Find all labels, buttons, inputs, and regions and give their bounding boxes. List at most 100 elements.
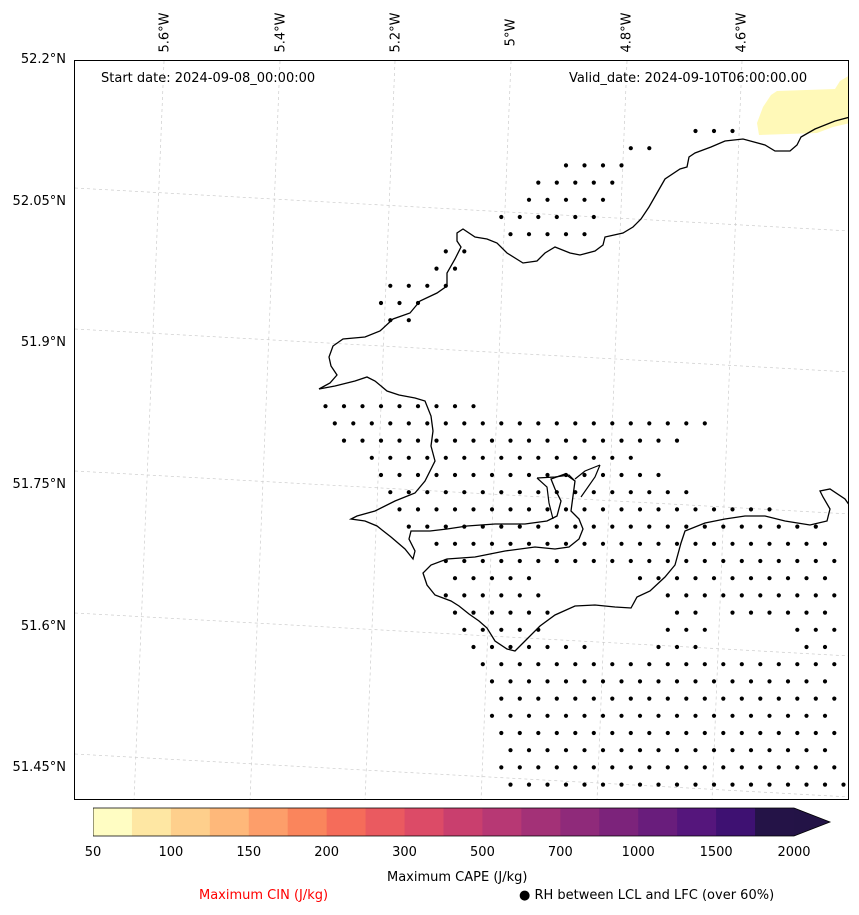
rh-dot xyxy=(591,455,596,460)
rh-dot xyxy=(536,524,541,529)
rh-dot xyxy=(647,696,652,701)
rh-dot xyxy=(619,782,624,787)
coastline xyxy=(318,116,848,652)
colorbar-segment xyxy=(677,808,717,836)
rh-dot xyxy=(545,472,550,478)
rh-dot xyxy=(499,490,504,495)
rh-dot xyxy=(684,765,689,770)
rh-dot xyxy=(776,765,781,770)
rh-dot xyxy=(637,507,643,512)
rh-dot xyxy=(600,541,606,546)
rh-dot xyxy=(536,593,541,598)
valid-date-label: Valid_date: 2024-09-10T06:00:00.00 xyxy=(569,71,808,86)
rh-dot xyxy=(656,782,661,787)
rh-dot xyxy=(462,593,467,598)
rh-dot xyxy=(600,748,606,753)
meridian-line xyxy=(249,61,281,799)
rh-dot xyxy=(591,524,596,529)
rh-dot xyxy=(499,421,504,426)
rh-dot xyxy=(517,730,522,736)
rh-dot xyxy=(536,730,541,736)
rh-dot xyxy=(554,696,559,701)
rh-dot xyxy=(610,765,615,770)
rh-dot xyxy=(702,558,707,564)
rh-dot xyxy=(674,748,680,753)
rh-dot xyxy=(499,730,504,736)
rh-dot xyxy=(628,146,633,151)
longitude-label: 5°W xyxy=(503,18,519,47)
rh-dot xyxy=(610,421,615,426)
rh-dot xyxy=(822,644,828,650)
rh-dot xyxy=(563,748,569,753)
start-date-label: Start date: 2024-09-08_00:00:00 xyxy=(101,71,316,86)
rh-dot xyxy=(813,696,818,701)
rh-dot xyxy=(637,541,643,546)
rh-dot xyxy=(582,541,587,546)
rh-dot xyxy=(785,610,791,615)
rh-dot xyxy=(480,662,485,667)
rh-dot xyxy=(360,438,365,443)
rh-dot xyxy=(499,696,504,701)
rh-dot xyxy=(351,421,356,426)
rh-dot xyxy=(591,421,596,426)
rh-dot xyxy=(730,679,735,684)
rh-dot xyxy=(554,730,559,736)
rh-dot xyxy=(656,541,661,546)
rh-dot xyxy=(554,765,559,770)
rh-dot xyxy=(471,507,476,512)
rh-dot xyxy=(721,730,726,736)
rh-dot xyxy=(471,644,476,650)
rh-dot xyxy=(388,421,393,426)
rh-dot xyxy=(795,730,800,736)
rh-dot xyxy=(600,438,606,443)
rh-dot xyxy=(563,197,569,202)
rh-dot xyxy=(758,524,763,529)
rh-dot xyxy=(711,782,717,787)
rh-dot xyxy=(462,558,467,564)
rh-dot xyxy=(665,593,670,598)
rh-dot xyxy=(341,438,347,443)
rh-dot xyxy=(776,696,781,701)
cape-region xyxy=(757,76,848,135)
rh-dot xyxy=(804,713,809,718)
rh-dot xyxy=(693,782,698,787)
rh-dot xyxy=(499,214,504,220)
rh-dot xyxy=(536,214,541,220)
rh-dot xyxy=(684,662,689,667)
rh-dot xyxy=(832,627,837,632)
rh-dot xyxy=(758,696,763,701)
rh-dot xyxy=(693,748,698,753)
rh-dot xyxy=(508,472,513,478)
rh-dot xyxy=(573,455,578,460)
rh-dot xyxy=(489,713,495,718)
longitude-label: 5.6°W xyxy=(157,12,173,53)
rh-dot xyxy=(582,679,587,684)
rh-dot xyxy=(499,455,504,460)
parallel-line xyxy=(75,753,848,798)
rh-dot xyxy=(563,644,569,650)
rh-dot xyxy=(526,713,532,718)
rh-dot xyxy=(647,421,652,426)
rh-dot xyxy=(434,541,439,546)
rh-dot xyxy=(508,782,513,787)
rh-dot xyxy=(684,524,689,529)
rh-dot xyxy=(397,472,402,478)
map-panel: Start date: 2024-09-08_00:00:00 Valid_da… xyxy=(74,60,849,800)
latitude-label: 51.6°N xyxy=(20,619,66,634)
rh-dot xyxy=(711,128,717,134)
rh-dot xyxy=(711,576,717,581)
rh-dot xyxy=(545,507,550,512)
rh-dot xyxy=(795,765,800,770)
rh-dot xyxy=(665,765,670,770)
rh-dot xyxy=(739,765,744,770)
colorbar-segment xyxy=(287,808,328,836)
rh-dot xyxy=(637,472,643,478)
rh-dot xyxy=(822,782,828,787)
rh-dot xyxy=(582,472,587,478)
rh-dot xyxy=(573,765,578,770)
rh-dot xyxy=(425,524,430,529)
rh-dot xyxy=(730,128,735,134)
rh-dot xyxy=(813,524,818,529)
rh-dot xyxy=(628,490,633,495)
colorbar-tick-label: 500 xyxy=(470,845,495,860)
